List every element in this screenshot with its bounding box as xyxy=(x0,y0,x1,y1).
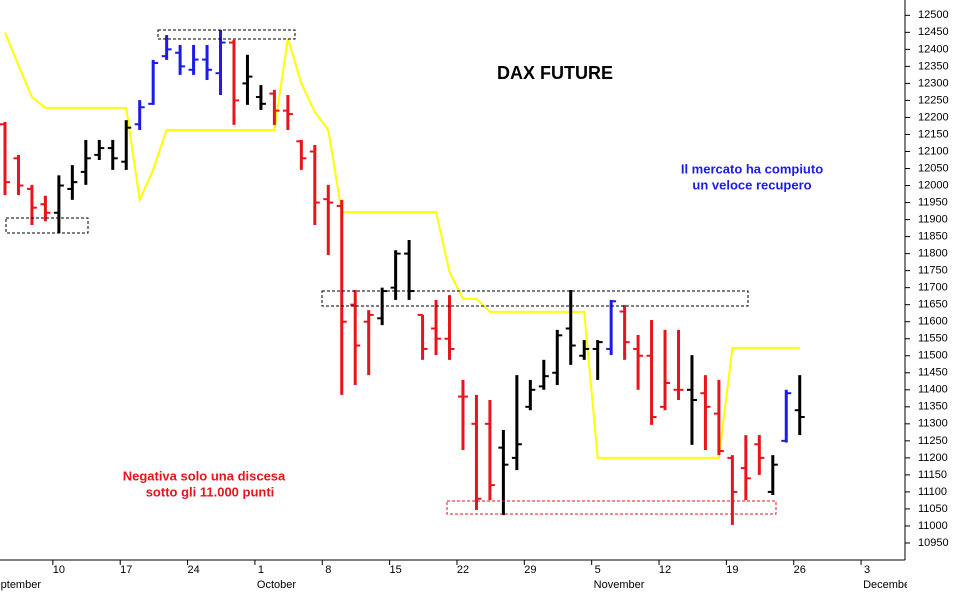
y-tick-label: 11900 xyxy=(918,213,948,225)
y-tick-label: 11500 xyxy=(918,350,948,362)
month-label: November xyxy=(594,579,645,591)
y-tick-label: 11700 xyxy=(918,282,948,294)
y-tick-label: 11750 xyxy=(918,265,948,277)
y-tick-label: 12200 xyxy=(918,111,949,123)
y-tick-label: 11200 xyxy=(918,452,948,464)
y-tick-label: 12250 xyxy=(918,94,949,106)
y-tick-label: 11100 xyxy=(918,486,947,498)
y-tick-label: 11800 xyxy=(918,248,948,260)
x-tick-label: 1 xyxy=(258,564,264,576)
range-box xyxy=(5,217,89,234)
y-tick-label: 12000 xyxy=(918,179,949,191)
y-tick-label: 11350 xyxy=(918,401,948,413)
x-tick-label: 15 xyxy=(390,564,402,576)
x-tick-label: 29 xyxy=(524,564,536,576)
y-tick-label: 11250 xyxy=(918,435,948,447)
annotation: Negativa solo una discesa xyxy=(123,468,286,483)
range-box xyxy=(446,500,777,515)
y-tick-label: 12450 xyxy=(918,26,949,38)
x-axis: September 10 17 24 1 October 8 15 22 29 5 November 1… xyxy=(0,560,914,591)
x-tick-label: 17 xyxy=(120,564,132,576)
month-label: September xyxy=(0,579,41,591)
x-tick-label: 24 xyxy=(187,564,199,576)
range-box xyxy=(321,290,749,307)
y-tick-label: 10950 xyxy=(918,537,949,549)
y-tick-label: 12400 xyxy=(918,43,949,55)
y-tick-label: 12150 xyxy=(918,128,949,140)
x-tick-label: 10 xyxy=(53,564,65,576)
y-tick-label: 11300 xyxy=(918,418,948,430)
y-tick-label: 12300 xyxy=(918,77,949,89)
y-tick-label: 11450 xyxy=(918,367,948,379)
x-tick-label: 19 xyxy=(726,564,738,576)
x-tick-label: 26 xyxy=(794,564,806,576)
y-tick-label: 11150 xyxy=(918,469,947,481)
annotation-boxes xyxy=(5,29,777,515)
y-tick-label: 11000 xyxy=(918,520,948,532)
y-tick-label: 12350 xyxy=(918,60,949,72)
y-tick-label: 11850 xyxy=(918,231,948,243)
y-tick-label: 11050 xyxy=(918,503,948,515)
month-label: December xyxy=(863,579,914,591)
y-tick-label: 11950 xyxy=(918,196,948,208)
y-tick-label: 11650 xyxy=(918,299,948,311)
y-tick-label: 11550 xyxy=(918,333,948,345)
annotation: sotto gli 11.000 punti xyxy=(146,484,275,499)
chart-title: DAX FUTURE xyxy=(497,63,613,83)
x-tick-label: 22 xyxy=(457,564,469,576)
annotation: Il mercato ha compiuto xyxy=(681,161,823,176)
month-label: October xyxy=(257,579,296,591)
y-tick-label: 12500 xyxy=(918,9,949,21)
x-tick-label: 12 xyxy=(659,564,671,576)
indicator-line xyxy=(4,32,800,459)
y-tick-label: 11600 xyxy=(918,316,948,328)
x-tick-label: 5 xyxy=(595,564,601,576)
x-tick-label: 3 xyxy=(864,564,870,576)
y-tick-label: 11400 xyxy=(918,384,948,396)
range-box xyxy=(157,29,296,40)
y-tick-label: 12050 xyxy=(918,162,949,174)
x-tick-label: 8 xyxy=(325,564,331,576)
y-tick-label: 12100 xyxy=(918,145,949,157)
annotation: un veloce recupero xyxy=(692,177,811,192)
plot xyxy=(0,29,805,525)
